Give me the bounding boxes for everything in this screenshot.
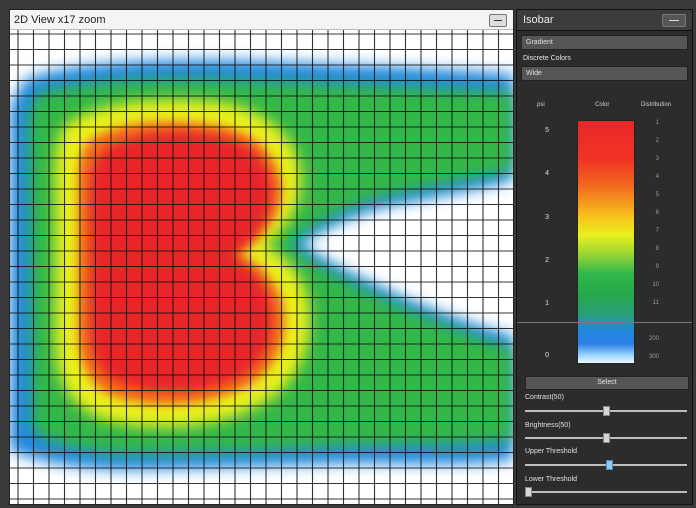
distribution-value: 300 [648,354,659,360]
scale-label: 3 [545,214,549,221]
minimize-icon[interactable] [489,14,507,27]
brightness-slider[interactable] [525,433,687,443]
distribution-value: 8 [655,246,659,252]
scale-col-color: Color [595,102,610,108]
select-button[interactable]: Select [525,376,689,390]
distribution-value: 5 [655,192,659,198]
scale-label: 5 [545,127,549,134]
distribution-value: 2 [655,138,659,144]
scale-reference-line [517,322,692,323]
slider-thumb[interactable] [602,406,610,416]
distribution-value: 3 [655,156,659,162]
lower-threshold-slider[interactable] [525,487,687,497]
2d-view-title: 2D View x17 zoom [14,14,106,26]
scale-label: 2 [545,257,549,264]
slider-thumb[interactable] [525,487,532,497]
slider-thumb[interactable] [602,433,610,443]
scale-label: 1 [545,300,549,307]
2d-view-titlebar: 2D View x17 zoom [10,10,513,30]
pressure-heatmap[interactable] [10,30,513,504]
upper-threshold-label: Upper Threshold [525,448,578,455]
isobar-title: Isobar [523,14,554,26]
distribution-value: 11 [652,300,659,306]
slider-thumb[interactable] [605,460,613,470]
distribution-value: 1 [655,120,659,126]
contrast-slider[interactable] [525,406,687,416]
scale-col-psi: psi [537,102,545,108]
scale-col-distribution: Distribution [641,102,672,108]
contrast-label: Contrast(50) [525,394,564,401]
2d-view-pane[interactable]: 2D View x17 zoom [9,9,514,505]
heat-zone-red [90,131,272,392]
brightness-label: Brightness(50) [525,422,571,429]
distribution-value: 9 [655,264,659,270]
distribution-value: 4 [655,174,659,180]
slider-track [525,491,687,493]
menu-gradient[interactable]: Gradient [521,35,688,50]
distribution-value: 10 [652,282,659,288]
scale-label: 4 [545,170,549,177]
scale-label: 0 [545,352,549,359]
isobar-titlebar: Isobar [517,10,692,31]
distribution-value: 200 [648,336,659,342]
isobar-panel: Isobar Gradient Discrete Colors Wide psi… [516,9,693,505]
minimize-icon[interactable] [662,14,686,27]
upper-threshold-slider[interactable] [525,460,687,470]
distribution-value: 7 [655,228,659,234]
distribution-value: 6 [655,210,659,216]
sensor-grid [10,30,513,504]
color-scale-area: psi Color Distribution 5 4 3 2 1 0 1 2 3… [517,100,692,370]
menu-wide[interactable]: Wide [521,66,688,81]
lower-threshold-label: Lower Threshold [525,476,578,483]
menu-discrete-colors[interactable]: Discrete Colors [523,55,571,62]
color-gradient-bar[interactable] [577,120,635,364]
